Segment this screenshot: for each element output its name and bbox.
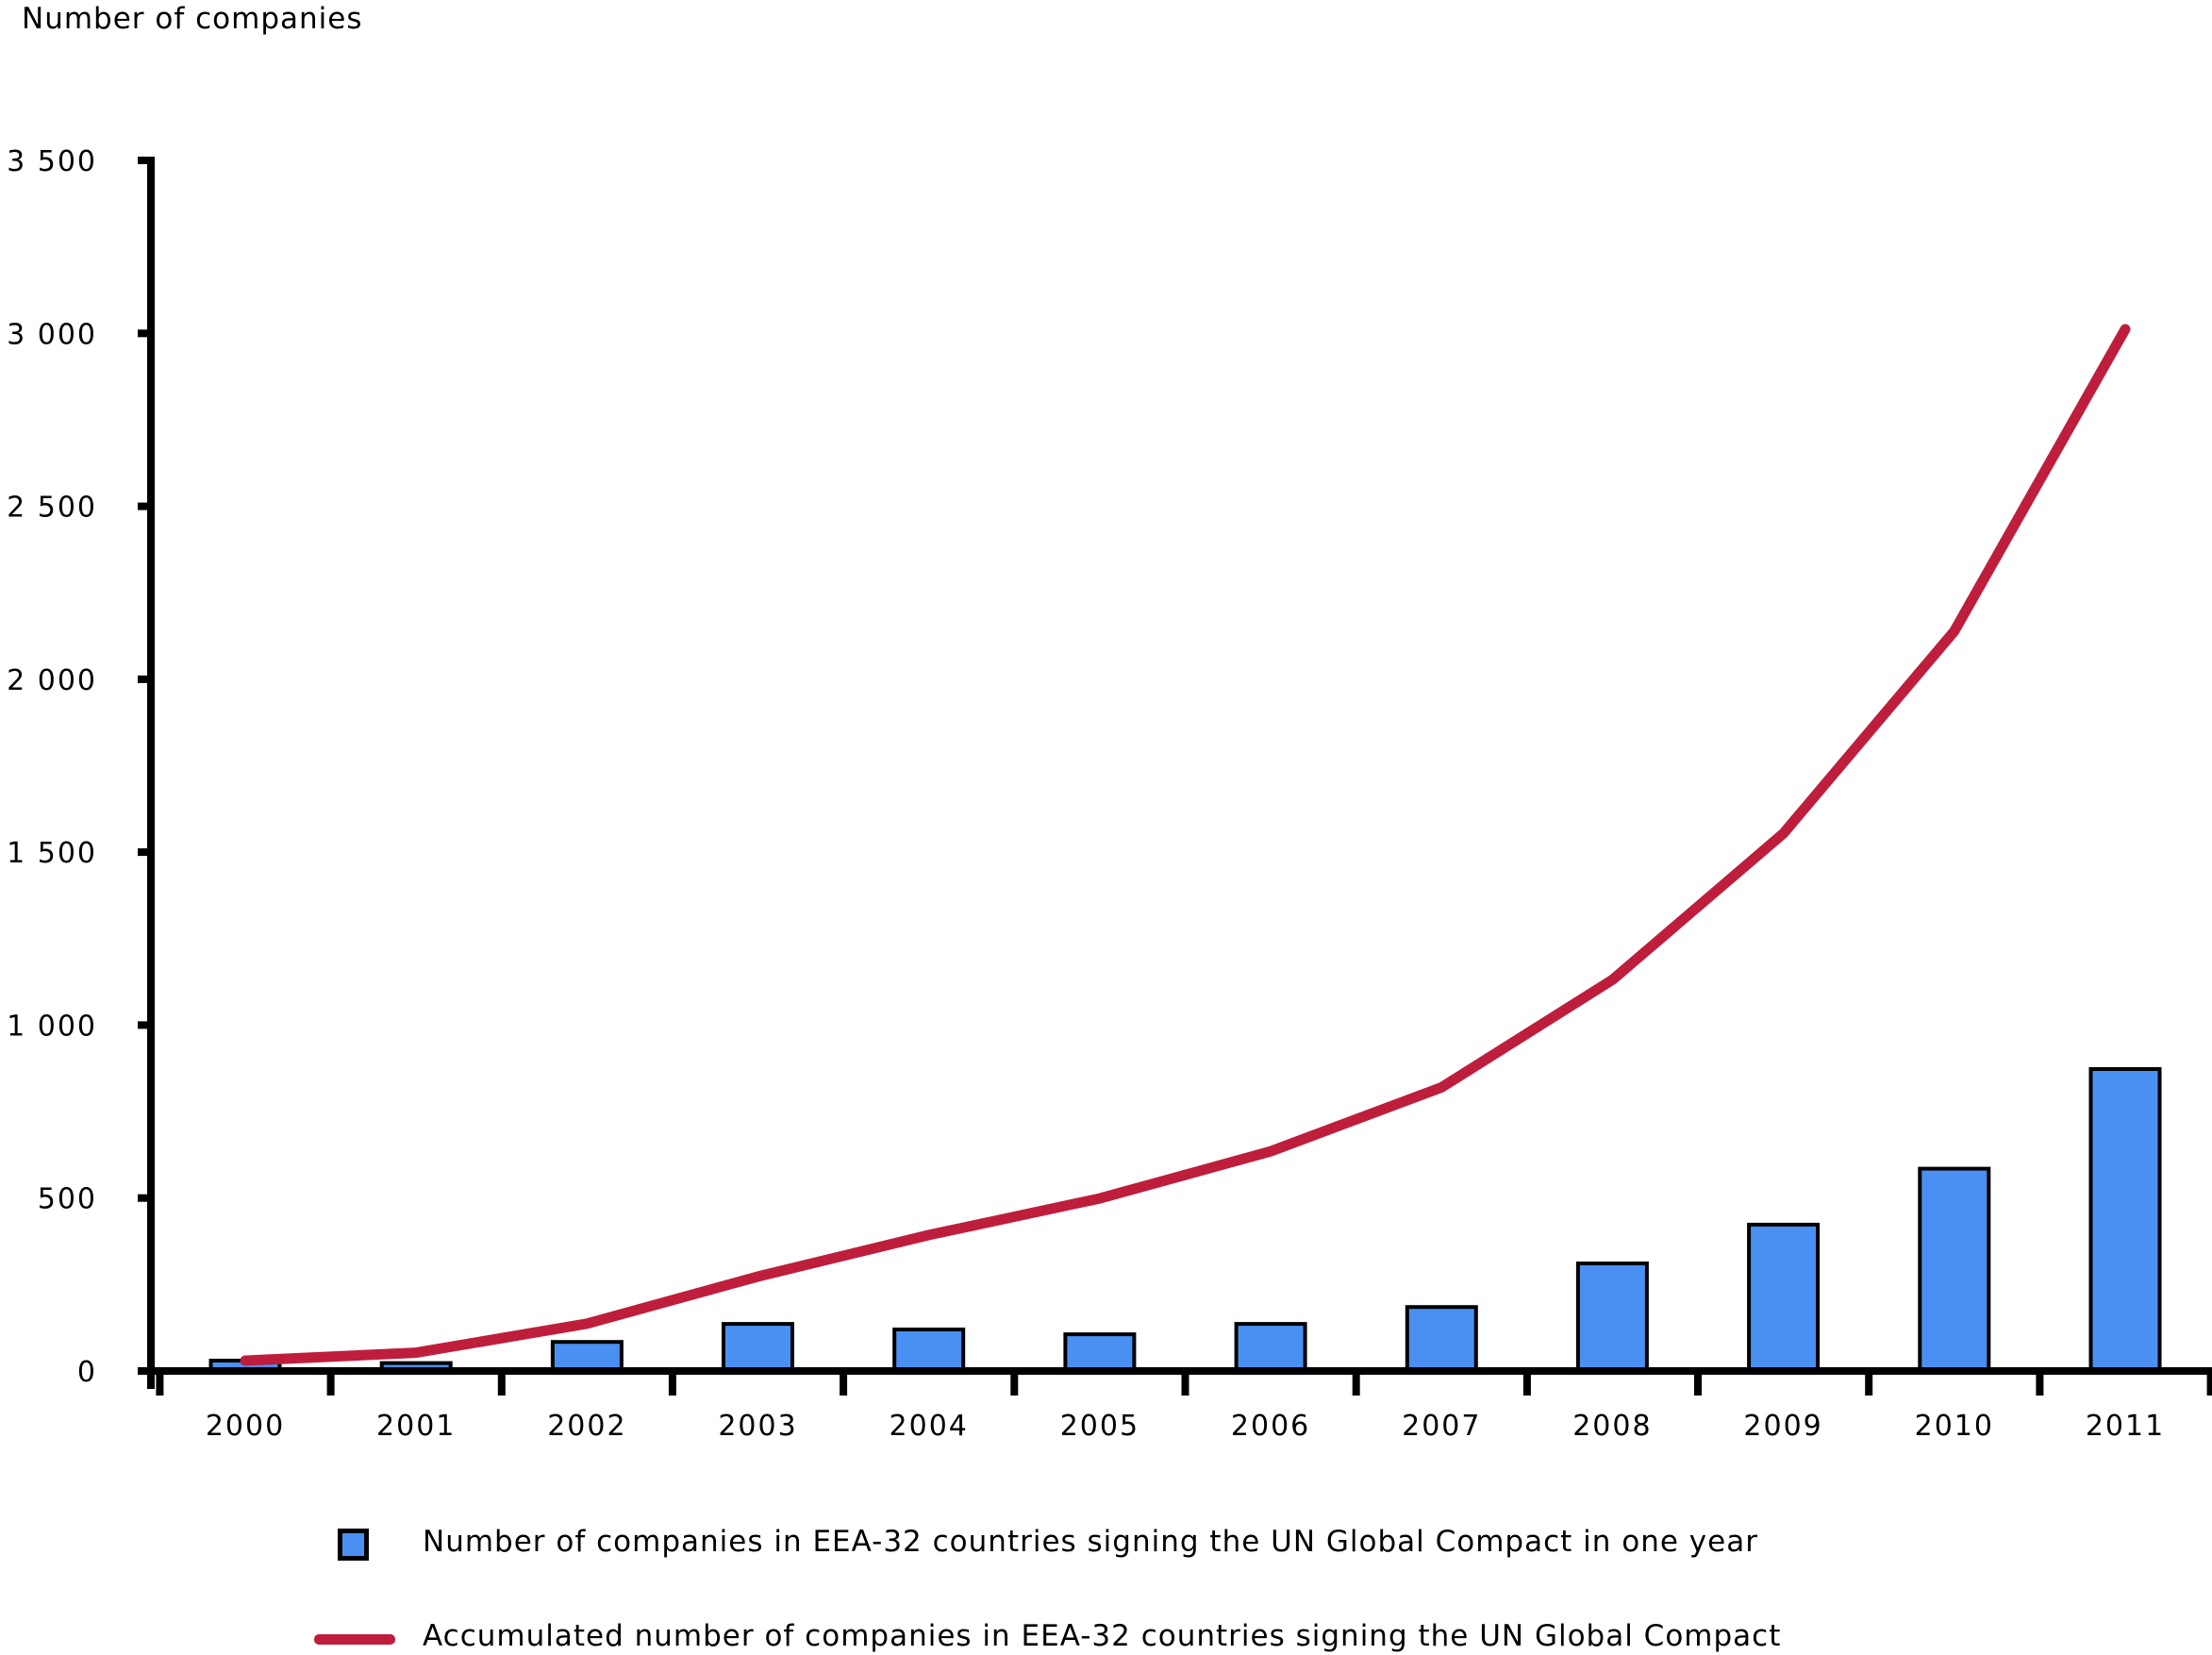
bar-2010 <box>1918 1166 1991 1375</box>
x-tick-5 <box>1010 1367 1019 1396</box>
bar-2009 <box>1747 1222 1821 1376</box>
bar-2004 <box>892 1328 966 1375</box>
x-tick-10 <box>1865 1367 1873 1396</box>
y-tick-1500 <box>138 848 155 857</box>
y-tick-label-0: 0 <box>77 1356 97 1389</box>
bar-2003 <box>722 1322 794 1375</box>
y-tick-label-1000: 1 000 <box>7 1010 97 1043</box>
y-tick-label-3000: 3 000 <box>7 318 97 351</box>
x-tick-label-2004: 2004 <box>890 1410 969 1443</box>
x-axis-line <box>143 1367 2212 1375</box>
x-tick-8 <box>1522 1367 1531 1396</box>
y-tick-label-500: 500 <box>38 1183 97 1216</box>
x-tick-label-2000: 2000 <box>206 1410 285 1443</box>
x-tick-label-2001: 2001 <box>376 1410 456 1443</box>
y-tick-1000 <box>138 1021 155 1029</box>
y-tick-3500 <box>138 157 155 164</box>
y-axis-line <box>147 160 155 1389</box>
x-tick-0 <box>156 1367 164 1396</box>
y-tick-500 <box>138 1194 155 1202</box>
y-tick-label-1500: 1 500 <box>7 837 97 870</box>
x-tick-label-2007: 2007 <box>1402 1410 1481 1443</box>
y-tick-label-2000: 2 000 <box>7 664 97 697</box>
x-tick-label-2003: 2003 <box>718 1410 797 1443</box>
x-tick-7 <box>1352 1367 1360 1396</box>
x-tick-9 <box>1694 1367 1702 1396</box>
accumulated-line <box>240 324 2131 1366</box>
x-tick-label-2006: 2006 <box>1231 1410 1310 1443</box>
y-tick-label-2500: 2 500 <box>7 492 97 525</box>
x-tick-1 <box>326 1367 335 1396</box>
bar-2005 <box>1063 1332 1137 1375</box>
x-tick-12 <box>2206 1367 2212 1396</box>
x-tick-label-2010: 2010 <box>1915 1410 1994 1443</box>
x-tick-label-2005: 2005 <box>1060 1410 1139 1443</box>
bar-2008 <box>1575 1262 1649 1375</box>
x-tick-11 <box>2036 1367 2044 1396</box>
bar-2006 <box>1234 1322 1307 1375</box>
x-tick-4 <box>840 1367 848 1396</box>
y-tick-label-3500: 3 500 <box>7 145 97 178</box>
x-tick-3 <box>668 1367 676 1396</box>
y-tick-2000 <box>138 675 155 683</box>
x-tick-label-2002: 2002 <box>547 1410 626 1443</box>
x-tick-label-2009: 2009 <box>1743 1410 1822 1443</box>
y-tick-2500 <box>138 502 155 510</box>
bar-2007 <box>1405 1305 1478 1375</box>
x-tick-label-2011: 2011 <box>2086 1410 2165 1443</box>
x-tick-6 <box>1181 1367 1189 1396</box>
y-tick-3000 <box>138 329 155 338</box>
y-axis-title: Number of companies <box>22 2 363 36</box>
x-tick-label-2008: 2008 <box>1572 1410 1652 1443</box>
bar-2011 <box>2088 1067 2162 1375</box>
x-tick-2 <box>497 1367 506 1396</box>
